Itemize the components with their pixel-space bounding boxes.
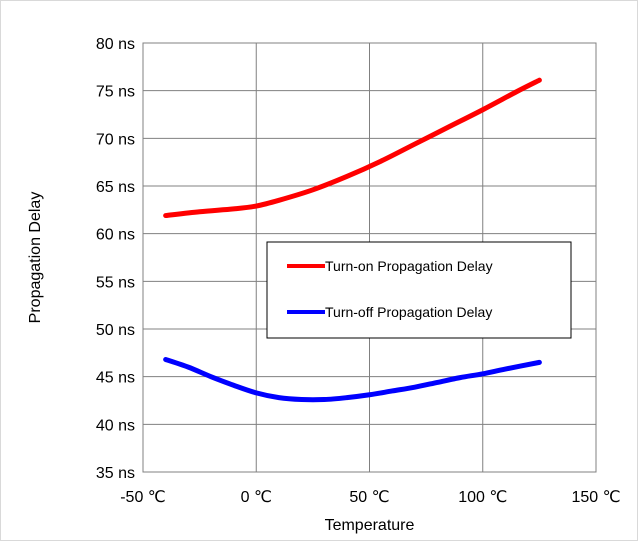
y-tick-label-9: 80 ns	[96, 36, 135, 53]
y-tick-label-7: 70 ns	[96, 131, 135, 148]
y-tick-label-8: 75 ns	[96, 84, 135, 101]
legend-box	[266, 241, 572, 339]
legend-label-turn-on: Turn-on Propagation Delay	[325, 258, 493, 274]
legend: Turn-on Propagation Delay Turn-off Propa…	[266, 241, 572, 339]
plot-area-frame	[142, 42, 597, 473]
y-tick-label-0: 35 ns	[96, 465, 135, 482]
x-tick-label-3: 100 ℃	[458, 489, 507, 506]
y-tick-label-3: 50 ns	[96, 322, 135, 339]
y-tick-label-1: 40 ns	[96, 417, 135, 434]
y-tick-label-6: 65 ns	[96, 179, 135, 196]
x-axis-title: Temperature	[325, 517, 415, 534]
series-line-turn-off	[163, 357, 542, 403]
x-tick-label-4: 150 ℃	[571, 489, 620, 506]
y-axis-title: Propagation Delay	[27, 192, 44, 324]
y-tick-labels: 35 ns 40 ns 45 ns 50 ns 55 ns 60 ns 65 ns 70 ns…	[96, 36, 135, 482]
x-tick-labels: -50 ℃ 0 ℃ 50 ℃ 100 ℃ 150 ℃	[120, 489, 620, 506]
y-tick-label-2: 45 ns	[96, 370, 135, 387]
series-line-turn-on	[163, 77, 542, 219]
series-lines	[163, 77, 542, 403]
x-tick-label-2: 50 ℃	[349, 489, 389, 506]
x-tick-label-0: -50 ℃	[120, 489, 166, 506]
y-tick-label-5: 60 ns	[96, 227, 135, 244]
legend-label-turn-off: Turn-off Propagation Delay	[325, 304, 492, 320]
x-tick-label-1: 0 ℃	[241, 489, 272, 506]
y-tick-label-4: 55 ns	[96, 274, 135, 291]
